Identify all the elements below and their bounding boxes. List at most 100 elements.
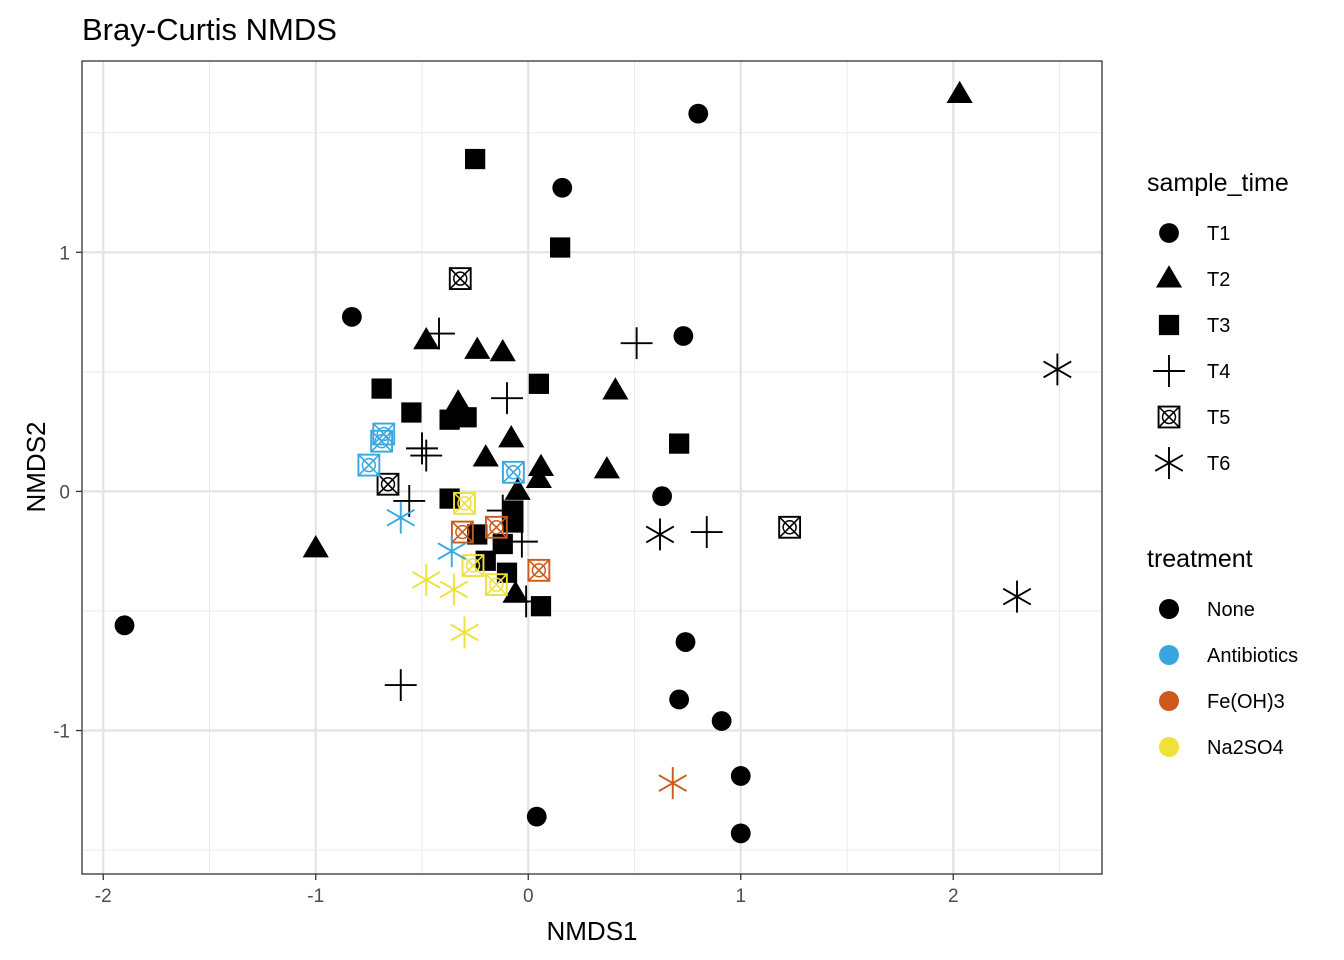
legend-label-t5: T5 — [1207, 407, 1230, 429]
data-point — [393, 485, 426, 517]
marker-box — [778, 515, 802, 539]
data-point — [525, 465, 552, 488]
marker-square — [530, 596, 552, 617]
data-point — [406, 432, 438, 465]
data-point — [498, 425, 525, 448]
data-point — [658, 767, 688, 800]
marker-plus — [505, 525, 538, 558]
marker-triangle — [489, 338, 516, 362]
marker-box-x — [778, 516, 801, 539]
marker-box — [450, 520, 474, 544]
data-point — [620, 327, 653, 360]
marker-box-circle — [376, 426, 391, 442]
marker-star — [386, 501, 416, 534]
marker-triangle — [445, 389, 472, 412]
marker-box — [461, 554, 485, 577]
plot-border — [81, 60, 1103, 875]
legend-label-t6: T6 — [1207, 453, 1230, 475]
data-point — [439, 488, 460, 509]
marker-plus — [510, 585, 543, 618]
marker-square — [371, 378, 392, 399]
marker-square — [492, 533, 513, 555]
marker-circle — [730, 823, 751, 844]
marker-box-circle — [531, 563, 547, 578]
x-tick-label: 2 — [948, 886, 959, 907]
marker-star — [450, 616, 479, 649]
data-point — [439, 573, 469, 606]
marker-box — [484, 573, 508, 597]
marker-star — [645, 518, 675, 551]
x-tick-label: 1 — [735, 886, 746, 907]
marker-square — [465, 148, 486, 170]
marker-plus — [410, 439, 443, 472]
marker-triangle — [498, 425, 525, 448]
data-point — [503, 512, 524, 533]
marker-plus — [406, 432, 438, 465]
marker-box-x — [502, 461, 525, 484]
marker-box-x — [485, 573, 508, 596]
data-point — [730, 823, 751, 844]
data-point — [114, 615, 135, 636]
marker-box — [501, 460, 525, 484]
data-point — [530, 596, 552, 617]
marker-plus — [1153, 355, 1185, 387]
data-point — [453, 491, 476, 515]
marker-triangle — [502, 580, 529, 603]
legend-key-none — [1159, 599, 1179, 619]
marker-triangle — [464, 336, 491, 359]
y-axis-title: NMDS2 — [21, 421, 51, 512]
marker-box-circle — [782, 520, 797, 535]
data-point — [448, 267, 472, 290]
marker-box — [453, 491, 476, 515]
data-point — [445, 389, 472, 412]
data-point — [510, 585, 543, 618]
data-point — [652, 486, 673, 507]
marker-square — [669, 433, 690, 454]
data-point — [401, 402, 422, 423]
data-point — [645, 518, 675, 551]
legend-key-t4 — [1153, 355, 1185, 387]
marker-star — [1154, 447, 1184, 479]
marker-triangle — [527, 453, 555, 477]
data-point — [502, 580, 529, 603]
legend-key-t5 — [1157, 405, 1181, 429]
data-point — [711, 711, 732, 731]
marker-circle — [688, 103, 709, 124]
marker-circle — [675, 632, 696, 652]
legend: sample_time T1 T2 T3 T4 T5 T6 treatment None Anti… — [1147, 169, 1298, 759]
marker-plus — [690, 516, 723, 549]
data-point — [341, 306, 362, 327]
marker-box-circle — [457, 496, 472, 511]
legend-key-t1 — [1159, 223, 1179, 243]
marker-box-circle — [1161, 409, 1177, 425]
marker-box-x — [1157, 405, 1181, 429]
data-point — [450, 616, 479, 649]
y-tick-label: -1 — [53, 722, 70, 743]
grid-lines — [82, 61, 1102, 874]
data-point — [491, 382, 523, 415]
marker-box — [448, 267, 472, 290]
marker-circle — [114, 615, 135, 636]
marker-star — [1043, 353, 1072, 386]
data-point — [1043, 353, 1072, 386]
legend-key-t2 — [1155, 265, 1183, 288]
marker-square — [439, 409, 460, 430]
data-point — [384, 669, 417, 702]
marker-square — [401, 402, 422, 423]
data-point — [673, 326, 694, 346]
data-point — [778, 515, 802, 539]
data-point — [386, 501, 416, 534]
marker-box — [484, 515, 508, 539]
marker-square — [496, 562, 518, 583]
marker-box-x — [485, 516, 508, 539]
marker-box-circle — [465, 558, 481, 573]
legend-title-treatment: treatment — [1147, 545, 1253, 573]
data-point — [1002, 580, 1032, 613]
data-point — [372, 422, 396, 446]
legend-key-t3 — [1158, 314, 1180, 336]
marker-square — [503, 512, 524, 533]
legend-key-fe-oh-3 — [1159, 691, 1179, 711]
legend-label-antibiotics: Antibiotics — [1207, 645, 1298, 667]
marker-plus — [384, 669, 417, 702]
marker-box-circle — [380, 477, 396, 492]
